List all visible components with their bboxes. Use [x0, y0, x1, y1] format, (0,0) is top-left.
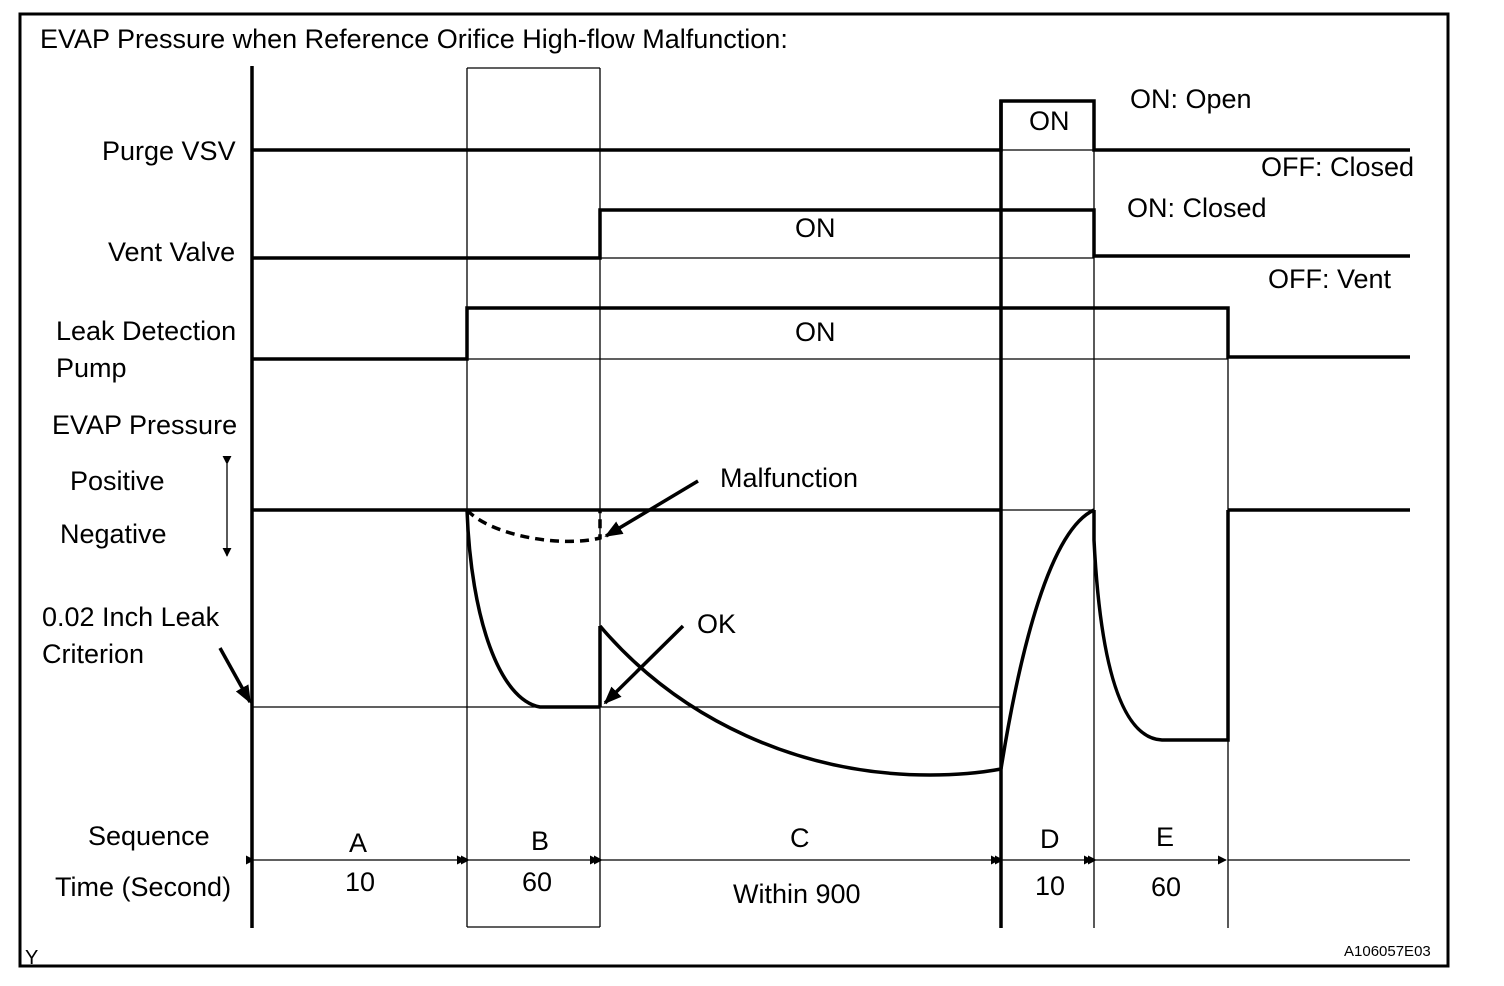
vent-valve-label: Vent Valve	[108, 237, 235, 267]
evap-pressure-label: EVAP Pressure	[52, 410, 237, 440]
leak-pump-on-label: ON	[795, 317, 836, 347]
phase-a-time: 10	[345, 867, 375, 897]
figure-id: A106057E03	[1344, 943, 1431, 960]
purge-vsv-label: Purge VSV	[102, 136, 236, 166]
purge-vsv-on-meaning: ON: Open	[1130, 84, 1252, 114]
vent-valve-off-meaning: OFF: Vent	[1268, 264, 1392, 294]
purge-vsv-waveform	[252, 99, 1410, 152]
pressure-curve-c	[598, 624, 1002, 777]
malfunction-label: Malfunction	[720, 463, 858, 493]
leak-pump-label-line1: Leak Detection	[56, 316, 236, 346]
phase-a-name: A	[349, 828, 367, 858]
phase-d-time: 10	[1035, 871, 1065, 901]
leak-pump-waveform	[252, 306, 1410, 361]
corner-mark: Y	[25, 947, 38, 969]
pressure-curve-e	[1092, 510, 1230, 742]
vent-valve-waveform	[252, 208, 1410, 260]
pressure-curve-malfunction	[465, 508, 602, 544]
phase-d-name: D	[1040, 824, 1060, 854]
leak-pump-label-line2: Pump	[56, 353, 127, 383]
criterion-label-line1: 0.02 Inch Leak	[42, 602, 220, 632]
vent-valve-on-meaning: ON: Closed	[1127, 193, 1267, 223]
phase-c-name: C	[790, 823, 810, 853]
pressure-curve-d	[999, 508, 1095, 770]
positive-label: Positive	[70, 466, 165, 496]
diagram-border	[18, 12, 1450, 968]
phase-b-time: 60	[522, 867, 552, 897]
negative-label: Negative	[60, 519, 167, 549]
phase-e-name: E	[1156, 822, 1174, 852]
phase-b-name: B	[531, 826, 549, 856]
vent-valve-on-label: ON	[795, 213, 836, 243]
phase-c-time: Within 900	[733, 879, 861, 909]
malfunction-pointer-arrow	[604, 479, 699, 538]
purge-vsv-off-meaning: OFF: Closed	[1261, 152, 1414, 182]
criterion-pointer-arrow	[218, 647, 252, 704]
purge-vsv-on-label: ON	[1029, 106, 1070, 136]
pressure-curve-b-ok	[465, 509, 600, 709]
ok-pointer-arrow	[603, 624, 685, 705]
diagram-title: EVAP Pressure when Reference Orifice Hig…	[40, 24, 788, 54]
phase-e-time: 60	[1151, 872, 1181, 902]
ok-label: OK	[697, 609, 736, 639]
criterion-label-line2: Criterion	[42, 639, 144, 669]
sequence-label: Sequence	[88, 821, 210, 851]
time-label: Time (Second)	[55, 872, 231, 902]
